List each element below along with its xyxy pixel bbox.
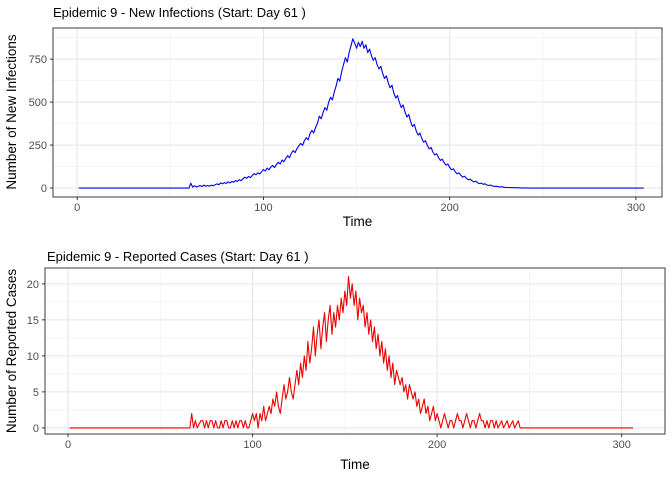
- y-tick-label: 15: [27, 315, 39, 327]
- y-axis-title-new-infections: Number of New Infections: [4, 34, 19, 190]
- x-tick-label: 100: [254, 202, 272, 214]
- x-axis-title-reported-cases: Time: [340, 457, 370, 472]
- x-axis-title-new-infections: Time: [342, 214, 373, 229]
- plot-panel-reported-cases: 0 100 200 300 0 5 10 15 20: [27, 267, 666, 451]
- x-tick-label: 200: [441, 202, 459, 214]
- y-tick-label: 5: [33, 387, 39, 399]
- y-tick-label: 0: [33, 423, 39, 435]
- y-tick-label: 20: [27, 279, 39, 291]
- y-tick-label: 250: [29, 140, 47, 152]
- x-tick-label: 0: [74, 202, 80, 214]
- panel-border: [44, 267, 666, 435]
- x-tick-label: 0: [65, 439, 71, 451]
- y-tick-label: 10: [27, 351, 39, 363]
- chart-new-infections: 0 100 200 300 0 250 500 750 Epidemic 9 - New In…: [4, 5, 663, 229]
- plot-panel-new-infections: 0 100 200 300 0 250 500 750: [29, 27, 663, 214]
- x-tick-label: 300: [627, 202, 645, 214]
- chart-title-reported-cases: Epidemic 9 - Reported Cases (Start: Day …: [47, 249, 309, 264]
- chart-title-new-infections: Epidemic 9 - New Infections (Start: Day …: [53, 5, 306, 20]
- x-tick-label: 300: [612, 439, 630, 451]
- x-tick-label: 200: [428, 439, 446, 451]
- y-axis-title-reported-cases: Number of Reported Cases: [4, 268, 19, 434]
- data-series-line: [78, 38, 644, 189]
- panel-border: [52, 27, 663, 198]
- y-tick-label: 500: [29, 97, 47, 109]
- y-tick-label: 750: [29, 54, 47, 66]
- chart-reported-cases: 0 100 200 300 0 5 10 15 20 Epidemic 9 - Reported…: [0, 240, 672, 480]
- panel-background: [45, 268, 665, 434]
- y-tick-label: 0: [41, 183, 47, 195]
- panel-background: [53, 28, 662, 197]
- x-tick-label: 100: [243, 439, 261, 451]
- data-series-line: [69, 276, 634, 429]
